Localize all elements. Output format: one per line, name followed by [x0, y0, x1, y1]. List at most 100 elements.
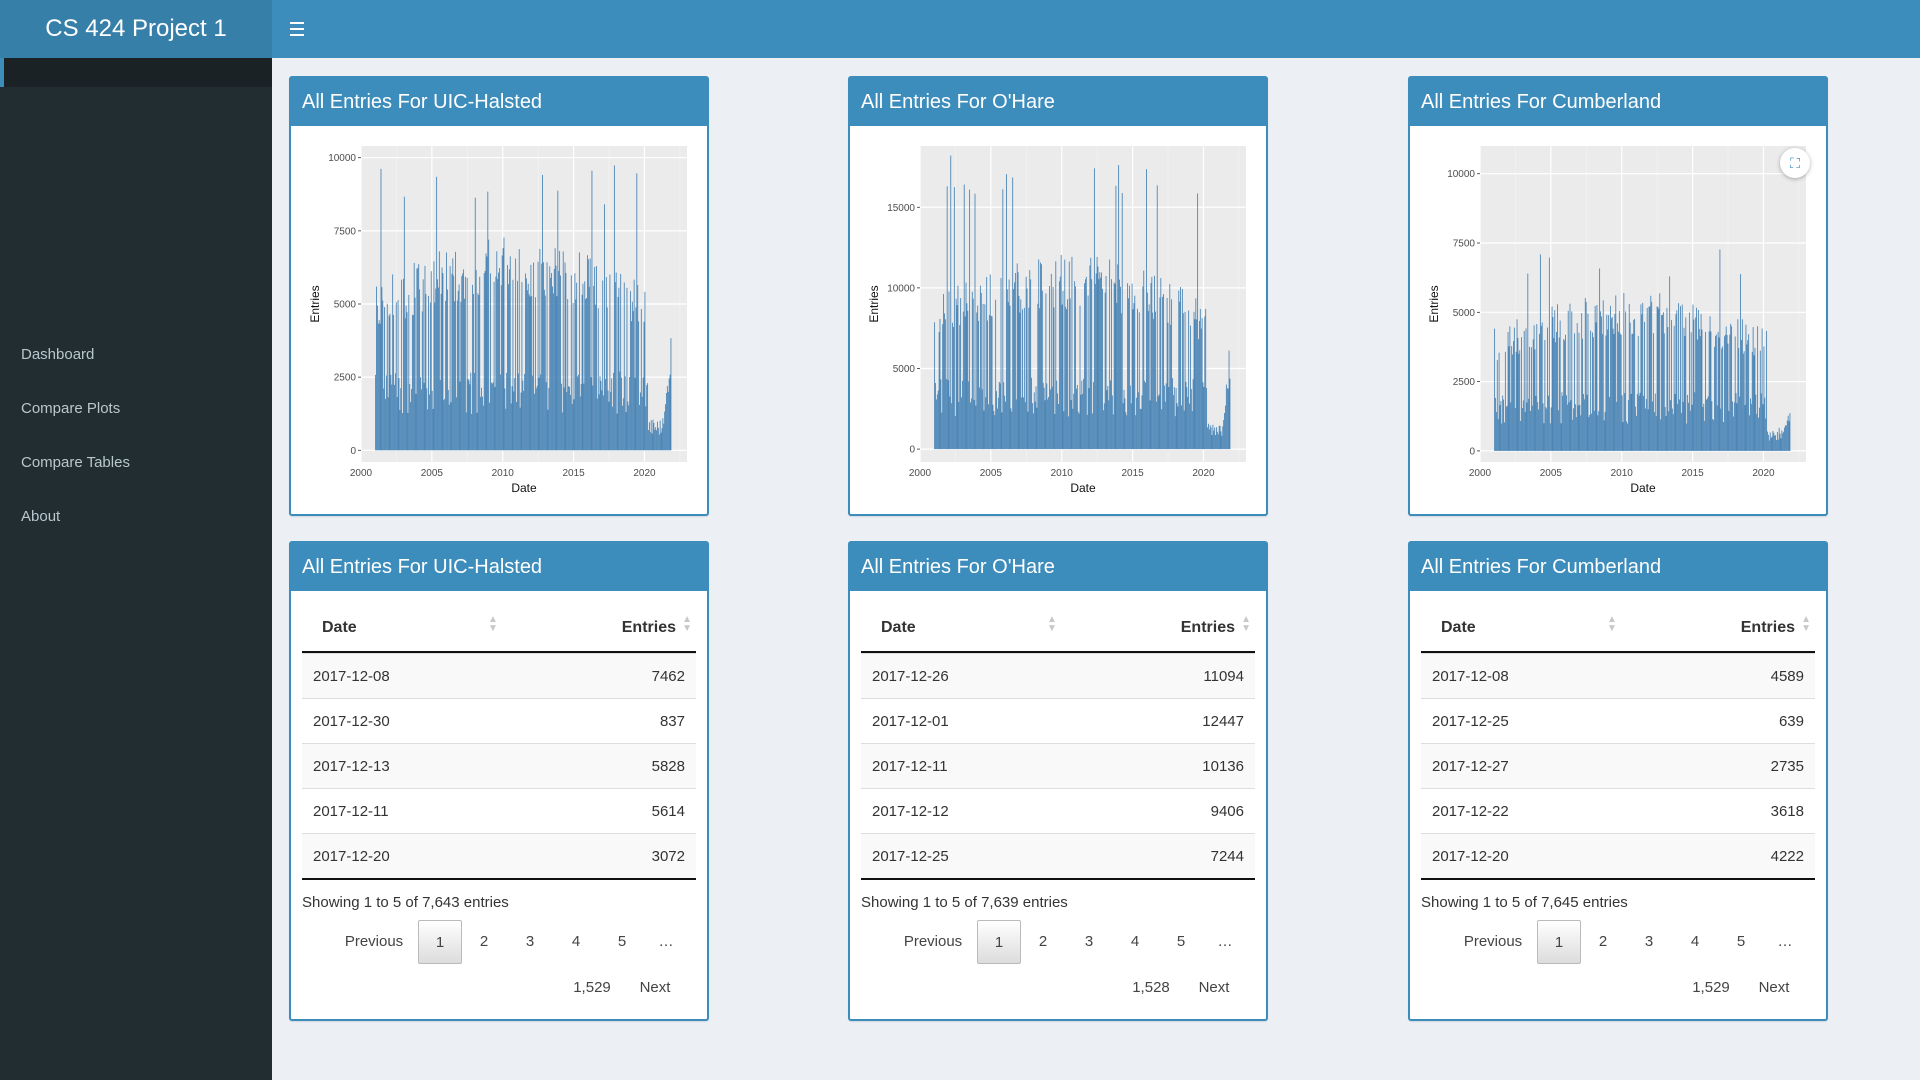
bar: [1743, 351, 1745, 451]
page-button-4[interactable]: 4: [1130, 933, 1140, 950]
sidebar-item-dashboard[interactable]: Dashboard: [21, 346, 95, 363]
sidebar-item-compare-plots[interactable]: Compare Plots: [21, 400, 121, 417]
bar: [662, 418, 664, 451]
bar: [1141, 395, 1143, 450]
page-button-3[interactable]: 3: [1084, 933, 1094, 950]
bar: [1606, 314, 1608, 451]
y-tick-label: 7500: [334, 226, 357, 237]
next-page-button[interactable]: Next: [639, 979, 671, 996]
bar: [628, 405, 630, 451]
bar: [485, 253, 487, 451]
column-header-date[interactable]: Date: [322, 619, 357, 636]
sidebar-item-about[interactable]: About: [21, 508, 61, 525]
previous-page-button[interactable]: Previous: [1463, 933, 1523, 950]
bar: [1090, 257, 1092, 450]
page-button-3[interactable]: 3: [1644, 933, 1654, 950]
page-button-5[interactable]: 5: [617, 933, 627, 950]
bar: [1539, 333, 1540, 451]
table-row: 2017-12-22 3618: [1421, 788, 1815, 833]
bar: [639, 392, 641, 451]
sort-arrows-icon[interactable]: ▲ ▼: [1047, 614, 1057, 634]
next-page-button[interactable]: Next: [1758, 979, 1790, 996]
page-button-2[interactable]: 2: [479, 933, 489, 950]
bar: [1030, 279, 1032, 450]
previous-page-button[interactable]: Previous: [344, 933, 404, 950]
sort-arrows-icon[interactable]: ▲ ▼: [1607, 614, 1617, 634]
bar-series: [934, 155, 1231, 450]
bar: [1640, 304, 1642, 451]
bar: [1111, 395, 1113, 450]
cell-entries: 7244: [1210, 848, 1244, 865]
bar: [669, 374, 671, 451]
bar: [1580, 415, 1582, 451]
bar: [1026, 288, 1028, 450]
column-header-entries[interactable]: Entries: [1740, 619, 1795, 636]
cell-entries: 10136: [1202, 758, 1244, 775]
bar: [1200, 328, 1202, 450]
last-page-button[interactable]: 1,528: [1132, 979, 1170, 996]
page-button-4[interactable]: 4: [571, 933, 581, 950]
column-header-date[interactable]: Date: [1441, 619, 1476, 636]
page-button-1[interactable]: 1: [1537, 920, 1581, 964]
page-button-5[interactable]: 5: [1736, 933, 1746, 950]
page-button-1[interactable]: 1: [977, 920, 1021, 964]
bar: [555, 265, 557, 451]
x-tick-label: 2010: [492, 468, 515, 479]
bar: [971, 291, 973, 450]
bar: [936, 394, 938, 450]
bar: [1017, 272, 1019, 450]
bar: [1506, 405, 1508, 451]
bar: [1773, 432, 1775, 451]
bar: [1533, 325, 1535, 451]
bar: [955, 298, 957, 450]
bar: [1063, 411, 1065, 450]
bar: [1537, 402, 1539, 451]
column-header-date[interactable]: Date: [881, 619, 916, 636]
bar: [399, 409, 401, 451]
bar: [1708, 331, 1710, 451]
page-button-4[interactable]: 4: [1690, 933, 1700, 950]
bar: [1105, 276, 1107, 450]
bar: [1062, 291, 1064, 450]
bar: [542, 174, 543, 451]
sort-arrows-icon[interactable]: ▲ ▼: [1801, 614, 1811, 634]
bar: [1767, 431, 1768, 451]
sort-arrows-icon[interactable]: ▲ ▼: [682, 614, 692, 634]
sort-arrows-icon[interactable]: ▲ ▼: [1241, 614, 1251, 634]
next-page-button[interactable]: Next: [1198, 979, 1230, 996]
sidebar-item-compare-tables[interactable]: Compare Tables: [21, 454, 130, 471]
bar: [1005, 174, 1007, 450]
page-button-1[interactable]: 1: [418, 920, 462, 964]
bar: [965, 282, 967, 450]
bar: [567, 299, 569, 451]
bar: [1686, 423, 1688, 451]
page-button-3[interactable]: 3: [525, 933, 535, 950]
bar: [637, 285, 639, 451]
sidebar-toggle-icon[interactable]: [286, 16, 308, 42]
bar: [1662, 314, 1663, 451]
page-button-2[interactable]: 2: [1598, 933, 1608, 950]
page-button-2[interactable]: 2: [1038, 933, 1048, 950]
bar: [1495, 411, 1497, 451]
bar: [1119, 286, 1121, 450]
fullscreen-expand-icon[interactable]: ⛶: [1780, 148, 1810, 178]
bar: [1186, 387, 1188, 450]
y-tick-label: 0: [350, 446, 356, 457]
bar: [1048, 397, 1050, 450]
bar: [989, 274, 991, 450]
last-page-button[interactable]: 1,529: [1692, 979, 1730, 996]
bar: [431, 390, 433, 451]
column-header-entries[interactable]: Entries: [1180, 619, 1235, 636]
bar: [533, 262, 535, 451]
sort-arrows-icon[interactable]: ▲ ▼: [488, 614, 498, 634]
y-tick-label: 10000: [328, 153, 356, 164]
page-button-5[interactable]: 5: [1176, 933, 1186, 950]
bar: [473, 373, 475, 451]
bar: [1023, 307, 1025, 450]
bar: [1124, 398, 1126, 450]
column-header-entries[interactable]: Entries: [621, 619, 676, 636]
bar: [1659, 293, 1661, 451]
previous-page-button[interactable]: Previous: [903, 933, 963, 950]
bar: [1664, 407, 1666, 451]
last-page-button[interactable]: 1,529: [573, 979, 611, 996]
